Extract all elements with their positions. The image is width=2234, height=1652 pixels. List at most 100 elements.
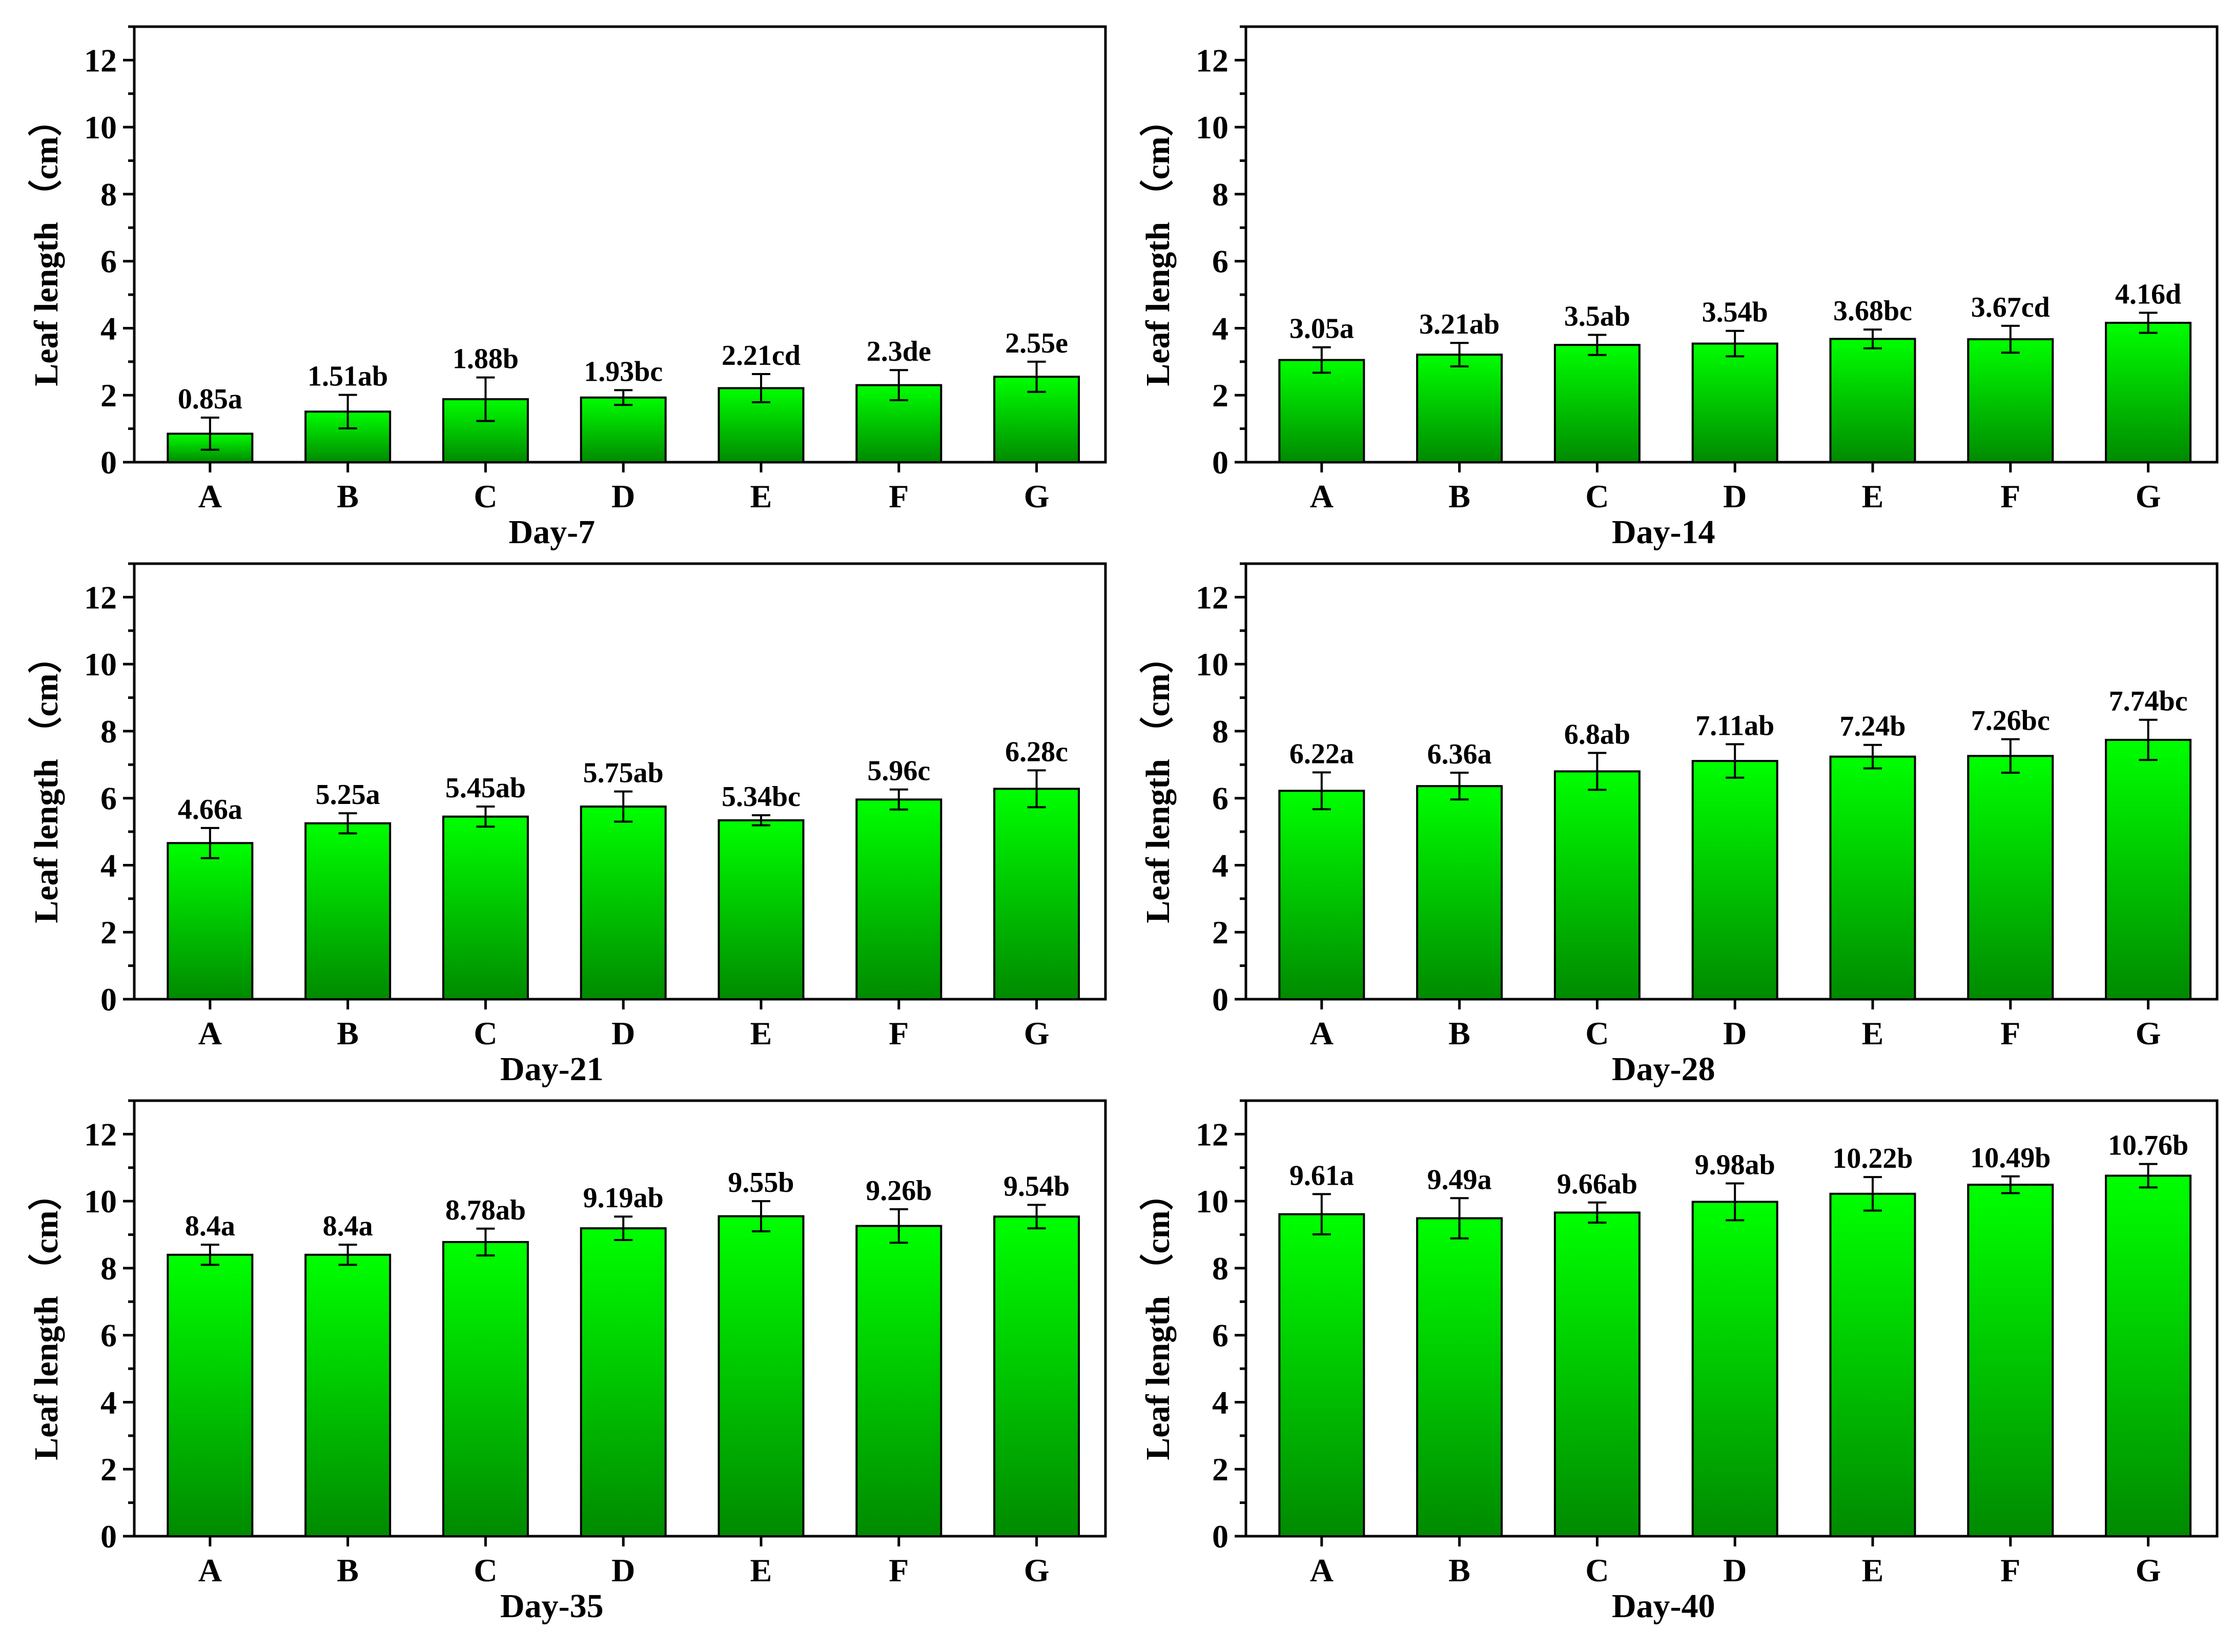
- bar-e: [1829, 755, 1916, 1000]
- y-tick-label: 12: [1196, 579, 1228, 615]
- x-tick-label: C: [1585, 478, 1609, 514]
- data-label: 8.78ab: [445, 1194, 526, 1226]
- bar-e: [1829, 1192, 1916, 1538]
- x-tick-label: B: [337, 478, 359, 514]
- data-label: 3.67cd: [1971, 292, 2050, 323]
- x-tick-label: B: [1448, 1015, 1470, 1051]
- data-label: 9.98ab: [1695, 1149, 1775, 1181]
- x-tick-label: F: [889, 478, 909, 514]
- bar-c: [442, 1241, 529, 1537]
- x-tick-label: A: [198, 1552, 222, 1588]
- y-tick-label: 6: [1212, 780, 1228, 817]
- bar-d: [580, 806, 667, 1000]
- chart-panel-day-35: 0 2 4 6 8 10 12 Leaf length （cm） 8.4a A 8.4a B 8.78a…: [27, 1099, 1107, 1625]
- x-tick-label: D: [611, 1015, 635, 1051]
- y-axis-title: Leaf length （cm）: [1139, 1176, 1177, 1460]
- y-tick-label: 8: [1212, 176, 1228, 213]
- y-tick-label: 8: [1212, 1250, 1228, 1287]
- bar-e: [1829, 338, 1916, 464]
- data-label: 0.85a: [178, 383, 242, 415]
- x-tick-label: F: [889, 1015, 909, 1051]
- bar-a: [167, 1253, 254, 1538]
- x-tick-label: C: [1585, 1552, 1609, 1588]
- chart-panel-day-21: 0 2 4 6 8 10 12 Leaf length （cm） 4.66a A 5.25a B 5.4…: [27, 562, 1107, 1088]
- y-tick-label: 12: [84, 42, 117, 78]
- x-tick-label: G: [2136, 478, 2161, 514]
- data-label: 8.4a: [185, 1210, 235, 1242]
- y-axis-title: Leaf length （cm）: [27, 102, 65, 386]
- y-axis-title: Leaf length （cm）: [1139, 639, 1177, 923]
- x-tick-label: G: [1024, 478, 1050, 514]
- data-label: 9.55b: [728, 1167, 794, 1199]
- y-tick-label: 0: [1212, 444, 1228, 481]
- data-label: 5.25a: [316, 779, 380, 811]
- data-label: 8.4a: [323, 1210, 373, 1242]
- x-tick-label: B: [337, 1015, 359, 1051]
- bar-a: [1278, 1213, 1365, 1537]
- x-tick-label: A: [1310, 478, 1334, 514]
- x-tick-label: F: [2000, 1015, 2020, 1051]
- y-tick-label: 8: [100, 176, 117, 213]
- x-tick-label: D: [611, 478, 635, 514]
- x-tick-label: B: [1448, 478, 1470, 514]
- bar-c: [1553, 344, 1641, 464]
- data-label: 9.19ab: [583, 1182, 664, 1214]
- y-tick-label: 0: [1212, 981, 1228, 1018]
- x-tick-label: E: [1862, 1552, 1884, 1588]
- y-tick-label: 6: [1212, 243, 1228, 280]
- y-tick-label: 0: [100, 1518, 117, 1555]
- y-tick-label: 8: [100, 1250, 117, 1287]
- bar-e: [718, 819, 805, 1001]
- bar-a: [1278, 359, 1365, 463]
- x-tick-label: E: [750, 1552, 772, 1588]
- x-tick-label: D: [1723, 1015, 1747, 1051]
- y-tick-label: 10: [84, 646, 117, 683]
- data-label: 3.05a: [1289, 313, 1354, 345]
- x-tick-label: D: [1723, 1552, 1747, 1588]
- y-tick-label: 2: [1212, 1451, 1228, 1488]
- y-tick-label: 12: [84, 1116, 117, 1152]
- data-label: 5.34bc: [722, 781, 801, 813]
- x-tick-label: E: [1862, 478, 1884, 514]
- data-label: 7.24b: [1839, 711, 1905, 742]
- x-tick-label: F: [889, 1552, 909, 1588]
- data-label: 10.76b: [2108, 1130, 2188, 1162]
- x-tick-label: B: [337, 1552, 359, 1588]
- x-tick-label: F: [2000, 1552, 2020, 1588]
- y-tick-label: 4: [100, 847, 117, 883]
- y-axis-title: Leaf length （cm）: [27, 1176, 65, 1460]
- x-tick-label: G: [2136, 1552, 2161, 1588]
- x-axis-title: Day-40: [1612, 1587, 1715, 1625]
- bar-a: [1278, 790, 1365, 1001]
- x-tick-label: A: [198, 478, 222, 514]
- data-label: 4.16d: [2115, 278, 2181, 310]
- data-label: 10.49b: [1970, 1142, 2051, 1174]
- bar-b: [1416, 354, 1503, 463]
- bar-c: [442, 815, 529, 1000]
- y-tick-label: 0: [100, 444, 117, 481]
- data-label: 6.28c: [1005, 736, 1068, 768]
- bar-g: [2105, 322, 2192, 463]
- y-tick-label: 4: [1212, 847, 1228, 883]
- y-tick-label: 6: [100, 243, 117, 280]
- y-tick-label: 4: [100, 310, 117, 346]
- data-label: 5.75ab: [583, 757, 664, 789]
- bar-d: [580, 396, 667, 463]
- y-tick-label: 2: [1212, 377, 1228, 414]
- bar-f: [855, 1225, 942, 1538]
- y-tick-label: 4: [100, 1384, 117, 1420]
- x-tick-label: B: [1448, 1552, 1470, 1588]
- x-tick-label: C: [474, 478, 497, 514]
- x-axis-title: Day-35: [500, 1587, 604, 1625]
- x-tick-label: A: [1310, 1552, 1334, 1588]
- bar-a: [167, 842, 254, 1001]
- data-label: 5.45ab: [445, 772, 526, 804]
- y-axis-title: Leaf length （cm）: [27, 639, 65, 923]
- chart-panel-day-40: 0 2 4 6 8 10 12 Leaf length （cm） 9.61a A 9.49a B 9.6…: [1139, 1099, 2219, 1625]
- data-label: 2.55e: [1005, 327, 1068, 359]
- data-label: 3.54b: [1702, 297, 1768, 328]
- bar-d: [1691, 342, 1778, 463]
- data-label: 3.5ab: [1564, 301, 1630, 333]
- data-label: 5.96c: [867, 755, 930, 787]
